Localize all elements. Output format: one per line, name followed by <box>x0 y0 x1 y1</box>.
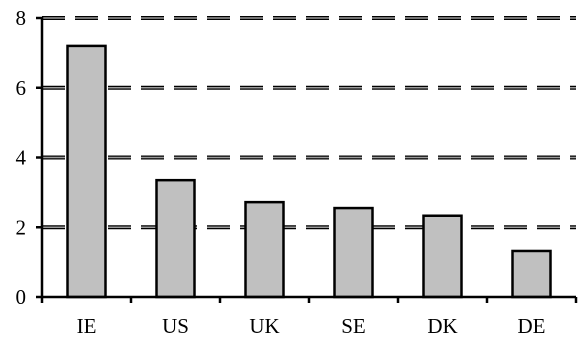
grid-lines <box>42 16 576 230</box>
y-tick-label-2: 2 <box>16 215 27 239</box>
y-tick-label-4: 4 <box>16 146 27 170</box>
bar-se <box>333 206 374 299</box>
bar-de <box>511 249 552 299</box>
x-tick-label-uk: UK <box>249 314 279 338</box>
x-tick-label-us: US <box>162 314 189 338</box>
x-tick-label-se: SE <box>341 314 366 338</box>
x-tick-label-dk: DK <box>427 314 457 338</box>
bar-dk <box>422 214 463 299</box>
bar-uk <box>244 200 285 299</box>
y-tick-label-0: 0 <box>16 285 27 309</box>
x-tick-label-de: DE <box>518 314 546 338</box>
x-tick-label-ie: IE <box>77 314 97 338</box>
y-tick-labels: 0 2 4 6 8 <box>16 6 42 309</box>
bar-ie <box>66 44 107 299</box>
bar-us <box>155 178 196 299</box>
bars <box>66 44 552 299</box>
x-tick-labels: IE US UK SE DK DE <box>40 297 578 338</box>
y-tick-label-8: 8 <box>16 6 27 30</box>
y-tick-label-6: 6 <box>16 76 27 100</box>
